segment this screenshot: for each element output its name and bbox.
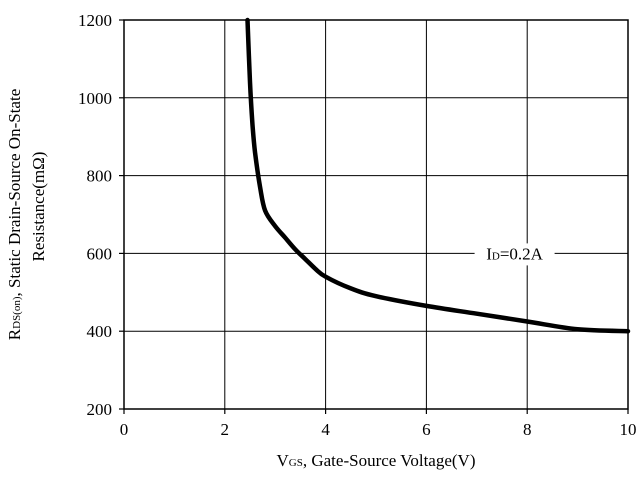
y-tick-label: 800: [87, 167, 113, 186]
y-tick-label: 400: [87, 322, 113, 341]
y-tick-labels: 200 400 600 800 1000 1200: [78, 11, 112, 419]
y-axis-label-rest: , Static Drain-Source On-State: [5, 89, 24, 297]
annotation-background: [474, 243, 555, 266]
x-axis-label-sub: GS: [289, 457, 303, 469]
annotation-rest: =0.2A: [500, 244, 544, 263]
annotation-main: I: [486, 244, 492, 263]
x-axis-label: VGS, Gate-Source Voltage(V): [277, 451, 476, 470]
x-tick-labels: 0 2 4 6 8 10: [120, 420, 637, 439]
x-tick-label: 4: [321, 420, 330, 439]
annotation-sub: D: [492, 250, 500, 262]
series-line: [245, 17, 631, 334]
grid-lines: [119, 19, 629, 414]
x-axis-label-main: V: [277, 451, 290, 470]
y-axis-label-sub: DS(on): [11, 296, 23, 329]
x-tick-label: 6: [422, 420, 431, 439]
y-axis-label-main: R: [5, 328, 24, 340]
y-axis-label-line1: RDS(on), Static Drain-Source On-State: [5, 89, 24, 340]
x-tick-label: 10: [620, 420, 637, 439]
y-tick-label: 1200: [78, 11, 112, 30]
x-axis-label-rest: , Gate-Source Voltage(V): [303, 451, 476, 470]
series-annotation: ID=0.2A: [486, 244, 543, 263]
plot-area-frame: [123, 19, 629, 410]
x-tick-label: 8: [523, 420, 532, 439]
y-axis-label-line2: Resistance(mΩ): [29, 152, 48, 262]
series-layer: [245, 17, 631, 334]
x-tick-label: 0: [120, 420, 129, 439]
y-tick-label: 200: [87, 400, 113, 419]
x-tick-label: 2: [221, 420, 230, 439]
y-tick-label: 1000: [78, 89, 112, 108]
y-tick-label: 600: [87, 244, 113, 263]
